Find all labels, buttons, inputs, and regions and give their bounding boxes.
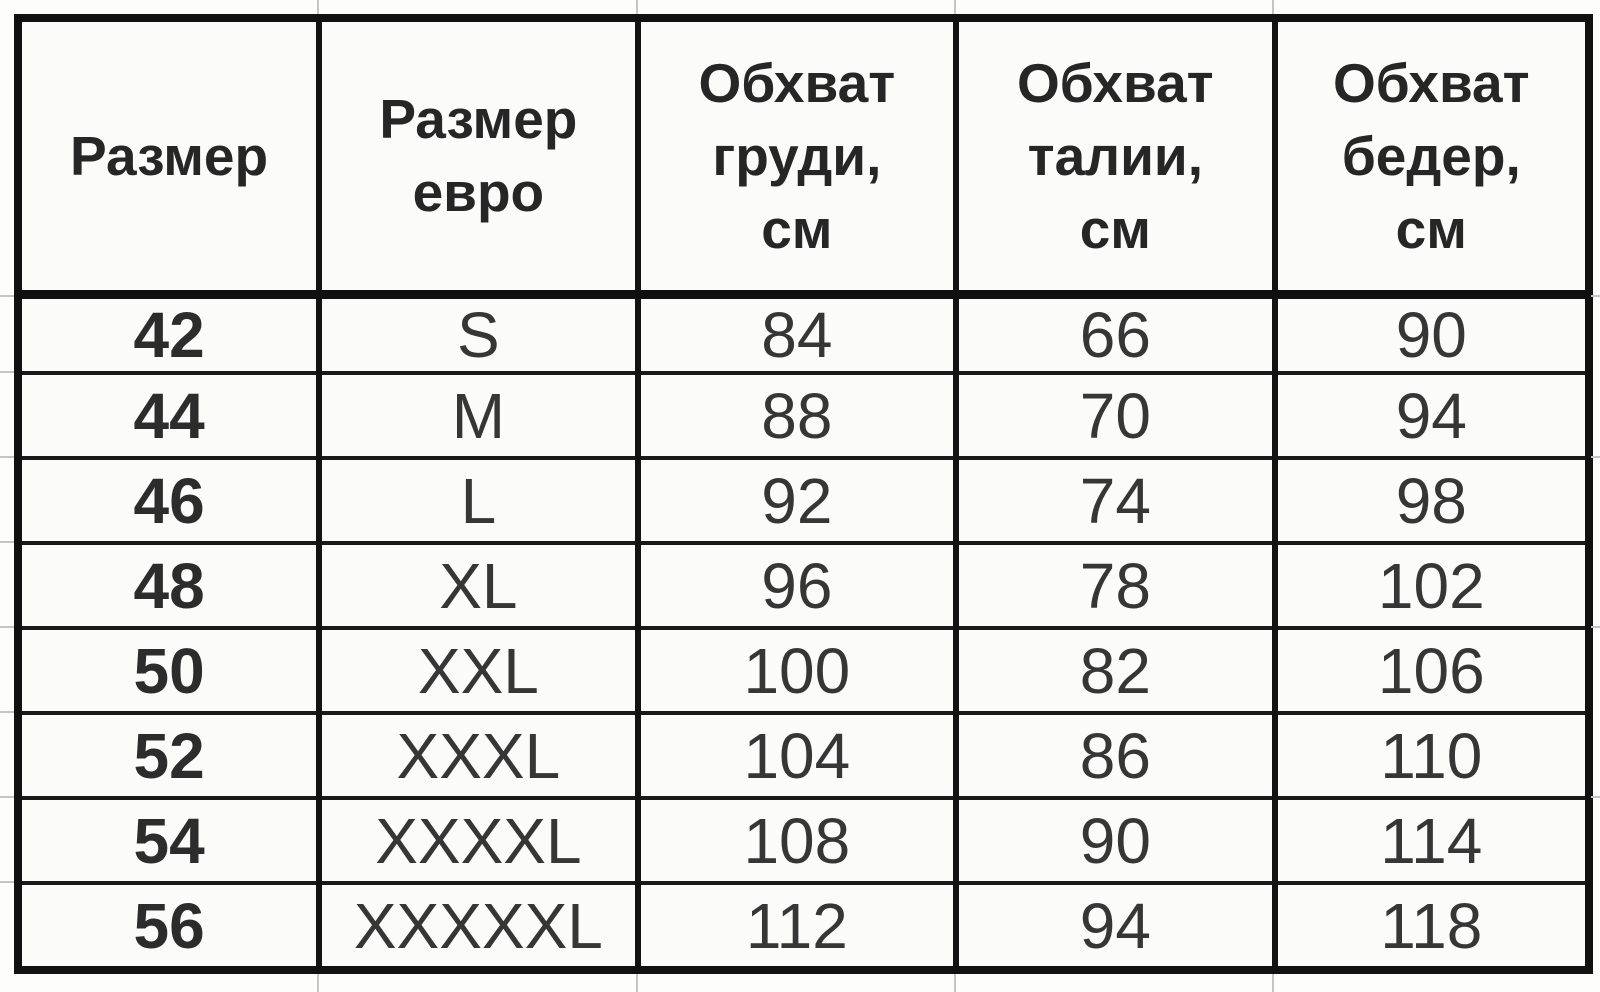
gridline-stub xyxy=(1591,456,1600,458)
cell-chest: 88 xyxy=(634,371,957,458)
header-hips: Обхват бедер, см xyxy=(1271,18,1589,299)
gridline-stub xyxy=(954,0,956,14)
gridline-stub xyxy=(317,0,319,14)
cell-chest: 100 xyxy=(634,626,957,713)
cell-hips: 94 xyxy=(1271,371,1589,458)
cell-size: 48 xyxy=(18,541,320,628)
cell-chest: 108 xyxy=(634,796,957,883)
cell-size: 54 xyxy=(18,796,320,883)
cell-euro: XXXXL xyxy=(316,796,638,883)
cell-waist: 82 xyxy=(953,626,1275,713)
table-row: 52 XXXL 104 86 110 xyxy=(18,711,1589,798)
cell-chest: 84 xyxy=(634,294,957,373)
cell-chest: 92 xyxy=(634,456,957,543)
header-size: Размер xyxy=(18,18,320,299)
cell-waist: 66 xyxy=(953,294,1275,373)
gridline-stub xyxy=(0,371,14,373)
header-euro: Размер евро xyxy=(316,18,638,299)
table-row: 54 XXXXL 108 90 114 xyxy=(18,796,1589,883)
gridline-stub xyxy=(0,881,14,883)
cell-euro: M xyxy=(316,371,638,458)
table-row: 56 XXXXXL 112 94 118 xyxy=(18,881,1589,970)
cell-euro: XXL xyxy=(316,626,638,713)
cell-waist: 86 xyxy=(953,711,1275,798)
cell-chest: 96 xyxy=(634,541,957,628)
cell-euro: XXXXXL xyxy=(316,881,638,970)
cell-hips: 118 xyxy=(1271,881,1589,970)
table-row: 42 S 84 66 90 xyxy=(18,294,1589,373)
cell-chest: 112 xyxy=(634,881,957,970)
size-chart-body: 42 S 84 66 90 44 M 88 70 94 46 L 92 74 9… xyxy=(18,294,1589,970)
gridline-stub xyxy=(636,0,638,14)
cell-hips: 106 xyxy=(1271,626,1589,713)
gridline-stub xyxy=(1591,796,1600,798)
cell-size: 50 xyxy=(18,626,320,713)
gridline-stub xyxy=(0,456,14,458)
cell-hips: 102 xyxy=(1271,541,1589,628)
cell-euro: L xyxy=(316,456,638,543)
gridline-stub xyxy=(1591,295,1600,297)
size-chart-header: Размер Размер евро Обхват груди, см Обхв… xyxy=(18,18,1589,299)
cell-euro: XL xyxy=(316,541,638,628)
gridline-stub xyxy=(1272,0,1274,14)
cell-euro: XXXL xyxy=(316,711,638,798)
cell-hips: 98 xyxy=(1271,456,1589,543)
gridline-stub xyxy=(0,295,14,297)
gridline-stub xyxy=(317,974,319,992)
size-chart-table: Размер Размер евро Обхват груди, см Обхв… xyxy=(14,14,1593,974)
table-row: 46 L 92 74 98 xyxy=(18,456,1589,543)
header-waist: Обхват талии, см xyxy=(953,18,1275,299)
cell-size: 42 xyxy=(18,294,320,373)
cell-hips: 90 xyxy=(1271,294,1589,373)
gridline-stub xyxy=(0,626,14,628)
cell-waist: 70 xyxy=(953,371,1275,458)
table-row: 50 XXL 100 82 106 xyxy=(18,626,1589,713)
gridline-stub xyxy=(1272,974,1274,992)
cell-hips: 114 xyxy=(1271,796,1589,883)
gridline-stub xyxy=(0,711,14,713)
gridline-stub xyxy=(0,541,14,543)
cell-waist: 90 xyxy=(953,796,1275,883)
gridline-stub xyxy=(636,974,638,992)
table-row: 44 M 88 70 94 xyxy=(18,371,1589,458)
cell-chest: 104 xyxy=(634,711,957,798)
gridline-stub xyxy=(1591,626,1600,628)
table-row: 48 XL 96 78 102 xyxy=(18,541,1589,628)
cell-euro: S xyxy=(316,294,638,373)
cell-waist: 74 xyxy=(953,456,1275,543)
gridline-stub xyxy=(954,974,956,992)
cell-size: 52 xyxy=(18,711,320,798)
cell-size: 56 xyxy=(18,881,320,970)
cell-size: 46 xyxy=(18,456,320,543)
header-chest: Обхват груди, см xyxy=(634,18,957,299)
cell-size: 44 xyxy=(18,371,320,458)
cell-waist: 94 xyxy=(953,881,1275,970)
gridline-stub xyxy=(0,796,14,798)
cell-hips: 110 xyxy=(1271,711,1589,798)
cell-waist: 78 xyxy=(953,541,1275,628)
header-row: Размер Размер евро Обхват груди, см Обхв… xyxy=(18,18,1589,299)
